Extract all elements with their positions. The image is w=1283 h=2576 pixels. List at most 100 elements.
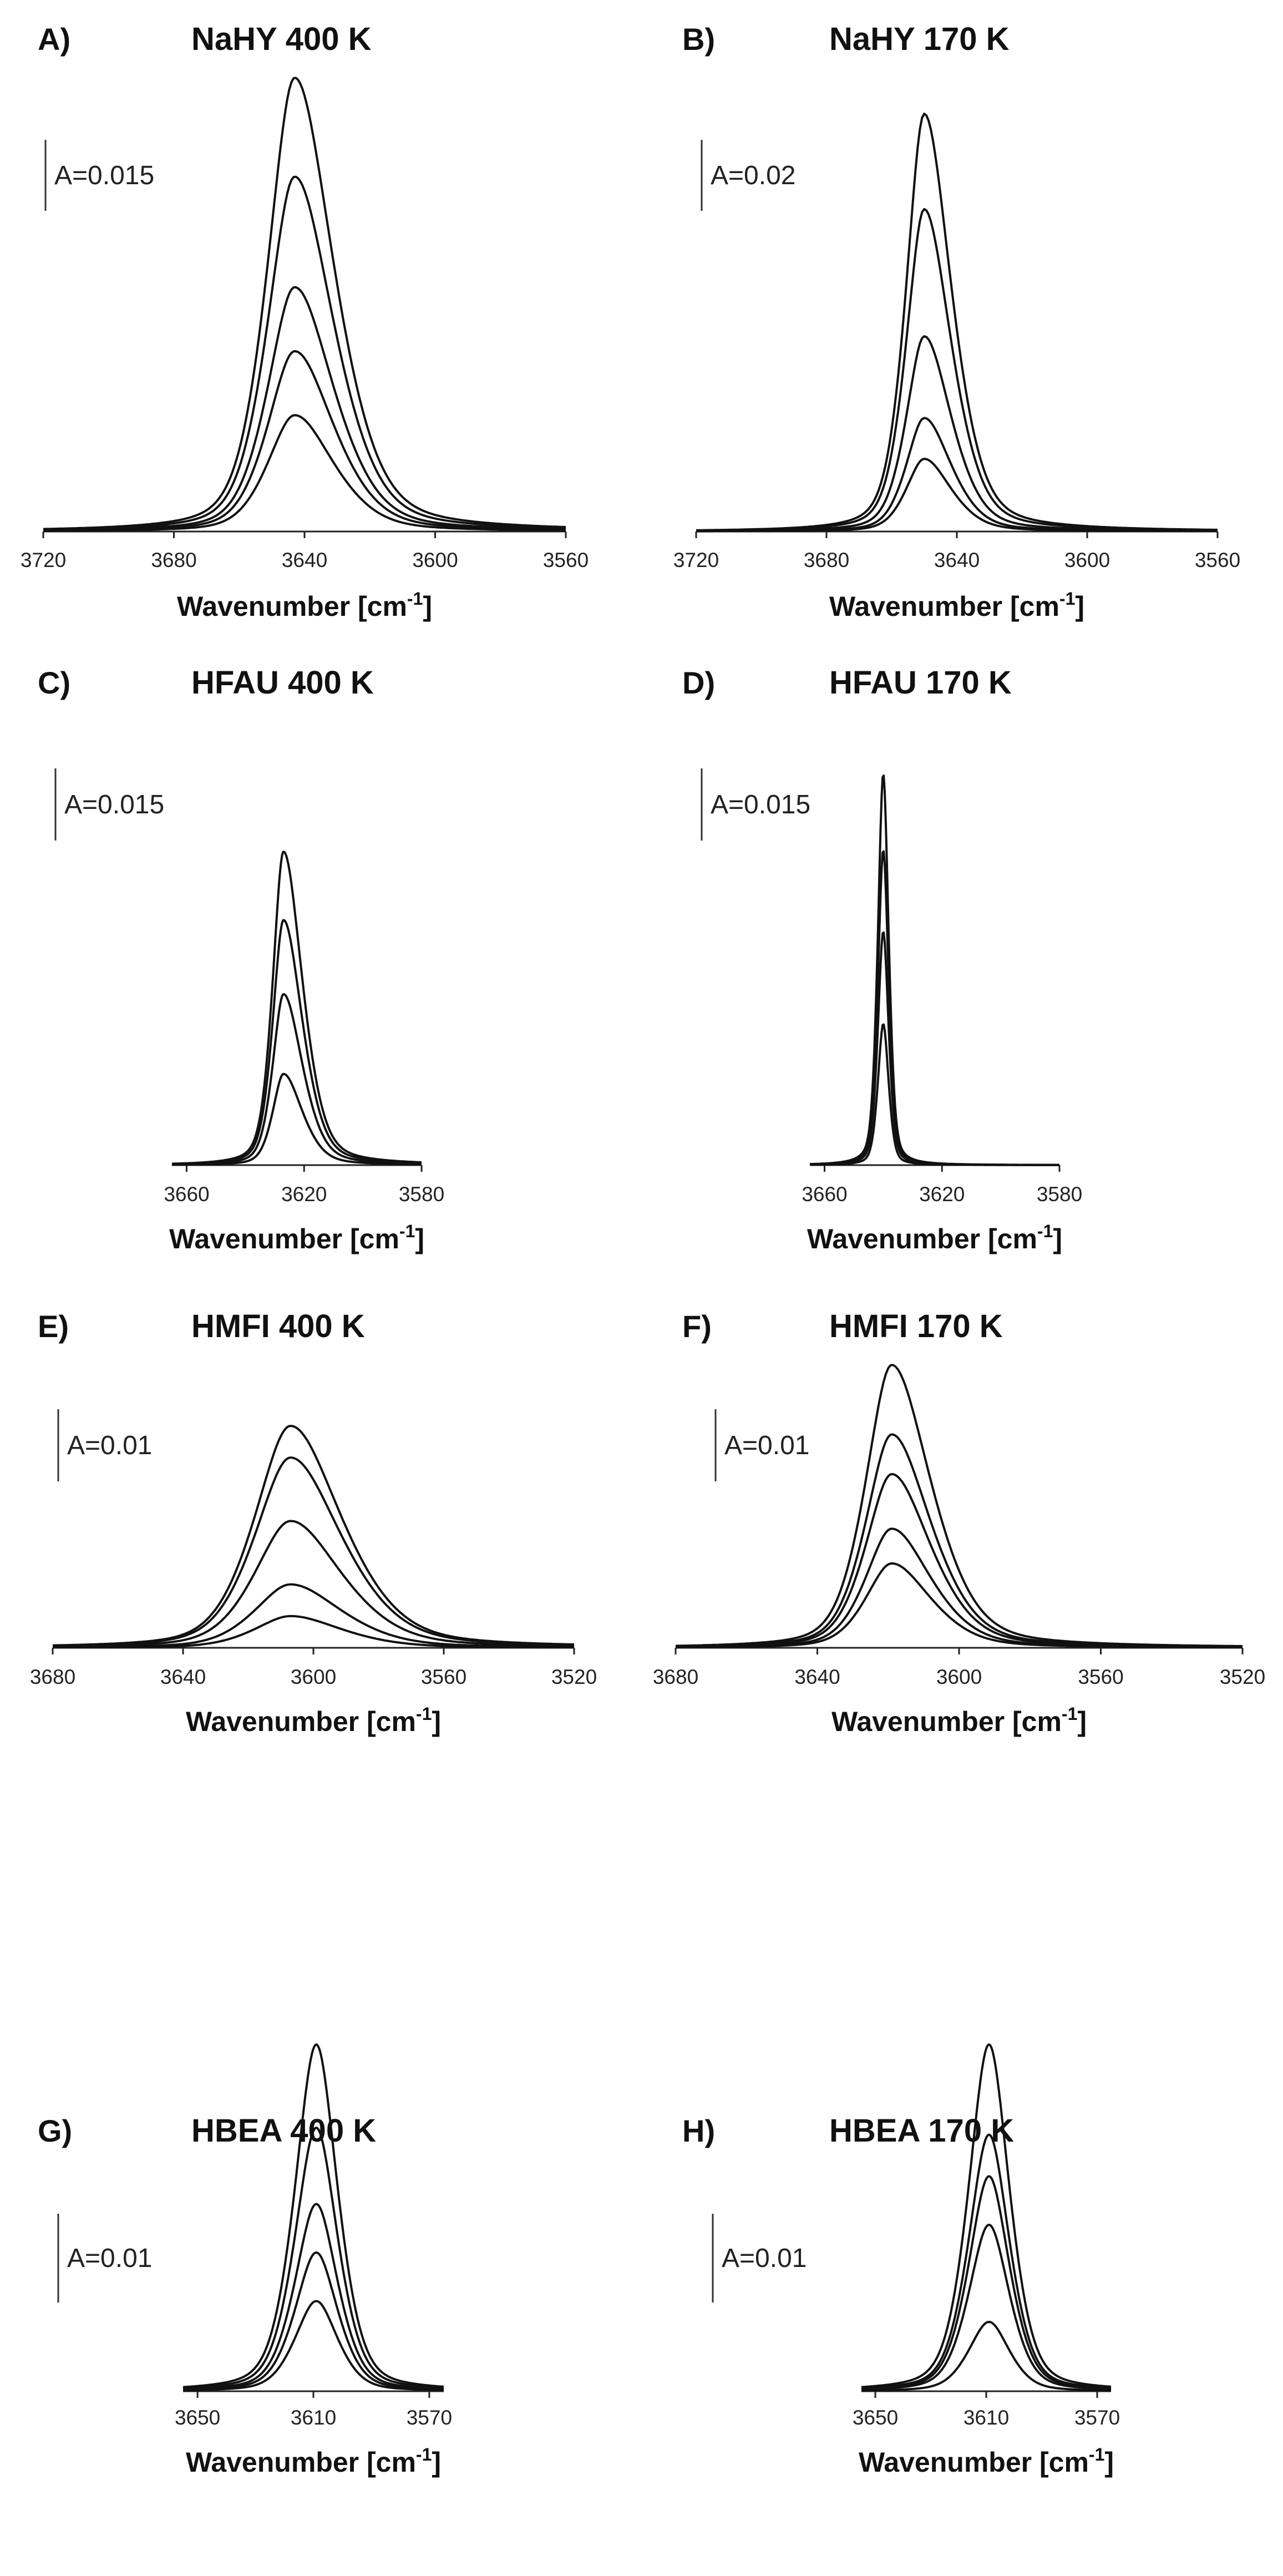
x-tick-label: 3680	[151, 549, 196, 571]
x-tick-label: 3640	[282, 549, 327, 571]
spectrum-line-2	[696, 208, 1218, 532]
x-axis-title: Wavenumber [cm-1]	[177, 589, 432, 622]
x-axis-title: Wavenumber [cm-1]	[859, 2445, 1114, 2478]
x-axis-title-superscript: -1	[407, 589, 423, 609]
scale-bar-label: A=0.015	[64, 790, 164, 819]
spectrum-line-4	[52, 1583, 575, 1648]
x-axis-title-superscript: -1	[1037, 1221, 1053, 1241]
spectrum-line-1	[861, 2043, 1112, 2388]
x-tick-label: 3660	[802, 1183, 847, 1206]
x-tick-label: 3640	[934, 549, 980, 571]
panel-label: B)	[682, 22, 715, 57]
panel-title: HFAU 170 K	[829, 665, 1012, 701]
spectrum-line-1	[675, 1364, 1243, 1647]
x-axis-title-end: ]	[1104, 2447, 1114, 2478]
spectrum-line-4	[171, 1072, 422, 1166]
spectrum-line-5	[183, 2300, 444, 2391]
x-tick-label: 3520	[1220, 1666, 1265, 1688]
x-axis-title-end: ]	[423, 591, 432, 622]
chart-panel-b: B) NaHY 170 K A=0.02 3720 3680 3640 3600 3560 Wa…	[673, 21, 1240, 622]
panel-title: HMFI 400 K	[191, 1308, 365, 1344]
x-axis-title: Wavenumber [cm-1]	[829, 589, 1084, 622]
x-tick-label: 3680	[804, 549, 849, 571]
x-axis-title: Wavenumber [cm-1]	[807, 1221, 1062, 1254]
x-tick-label: 3610	[291, 2406, 336, 2429]
x-tick-label: 3580	[399, 1183, 444, 1206]
x-axis-title-text: Wavenumber [cm	[859, 2447, 1089, 2478]
x-axis-title-text: Wavenumber [cm	[807, 1223, 1037, 1254]
x-tick-label: 3570	[407, 2406, 452, 2429]
x-axis-title: Wavenumber [cm-1]	[831, 1704, 1087, 1737]
x-tick-label: 3520	[551, 1666, 597, 1688]
spectrum-line-3	[171, 993, 422, 1166]
x-axis-title-end: ]	[432, 2447, 441, 2478]
scale-bar-label: A=0.01	[724, 1431, 809, 1460]
scale-bar-label: A=0.01	[67, 1431, 152, 1460]
spectrum-line-2	[182, 2127, 444, 2390]
spectrum-line-1	[182, 2043, 444, 2388]
spectrum-line-1	[809, 774, 1060, 1166]
scale-bar-label: A=0.02	[711, 161, 795, 190]
spectrum-line-4	[809, 1023, 1060, 1166]
x-tick-label: 3620	[281, 1183, 327, 1206]
spectrum-line-2	[861, 2133, 1112, 2390]
chart-panel-a: A) NaHY 400 K A=0.015 3720 3680 3640 3600 3560 W…	[21, 21, 589, 622]
spectrum-line-3	[861, 2175, 1112, 2390]
chart-panel-g: G) HBEA 400 K A=0.01 3650 3610 3570 Wavenumber…	[38, 2043, 452, 2478]
scale-bar-label: A=0.01	[67, 2244, 152, 2273]
x-axis-title: Wavenumber [cm-1]	[169, 1221, 424, 1254]
spectrum-line-2	[52, 1456, 575, 1647]
x-axis-title-text: Wavenumber [cm	[831, 1706, 1062, 1737]
x-axis-title-end: ]	[432, 1706, 441, 1737]
x-tick-label: 3560	[1195, 549, 1240, 571]
panel-title: HBEA 170 K	[829, 2113, 1014, 2149]
panel-label: G)	[38, 2113, 72, 2148]
x-axis-title: Wavenumber [cm-1]	[186, 1704, 441, 1737]
scale-bar-label: A=0.01	[722, 2244, 807, 2273]
scale-bar-label: A=0.015	[54, 161, 154, 190]
panel-label: C)	[38, 665, 70, 700]
spectrum-line-2	[43, 175, 566, 531]
spectrum-line-4	[861, 2224, 1112, 2391]
spectrum-line-2	[171, 919, 422, 1165]
x-axis-title-text: Wavenumber [cm	[169, 1223, 399, 1254]
x-axis-title-superscript: -1	[1059, 589, 1075, 609]
panel-label: D)	[682, 665, 715, 700]
x-axis-title-end: ]	[415, 1223, 424, 1254]
x-tick-label: 3600	[291, 1666, 336, 1688]
x-axis-title-end: ]	[1075, 591, 1084, 622]
panel-title: NaHY 400 K	[191, 21, 372, 57]
x-tick-label: 3650	[175, 2406, 220, 2429]
spectrum-line-4	[43, 350, 566, 532]
scale-bar-label: A=0.015	[711, 790, 810, 819]
x-axis-title-superscript: -1	[416, 2445, 432, 2464]
spectrum-line-4	[182, 2251, 444, 2391]
spectrum-line-2	[809, 850, 1060, 1166]
x-tick-label: 3560	[543, 549, 589, 571]
x-tick-label: 3680	[30, 1666, 75, 1688]
x-axis-title-superscript: -1	[399, 1221, 415, 1241]
spectrum-line-5	[676, 1562, 1243, 1649]
x-axis-title-superscript: -1	[1089, 2445, 1104, 2464]
x-axis-title-text: Wavenumber [cm	[177, 591, 407, 622]
spectrum-line-3	[676, 1473, 1243, 1648]
panel-title: HBEA 400 K	[191, 2113, 376, 2149]
spectrum-line-1	[43, 77, 566, 530]
x-tick-label: 3600	[936, 1666, 982, 1688]
x-axis-title-end: ]	[1053, 1223, 1062, 1254]
x-tick-label: 3600	[412, 549, 458, 571]
x-tick-label: 3720	[21, 549, 66, 571]
spectrum-line-3	[696, 335, 1218, 532]
panel-title: HFAU 400 K	[191, 665, 374, 701]
x-tick-label: 3720	[673, 549, 719, 571]
x-tick-label: 3600	[1064, 549, 1110, 571]
spectrum-line-5	[696, 458, 1218, 533]
x-axis-title-superscript: -1	[1062, 1704, 1077, 1724]
x-axis-title-end: ]	[1077, 1706, 1087, 1737]
panel-title: HMFI 170 K	[829, 1308, 1003, 1344]
x-tick-label: 3580	[1037, 1183, 1082, 1206]
x-tick-label: 3660	[164, 1183, 209, 1206]
spectrum-line-3	[183, 2203, 444, 2390]
